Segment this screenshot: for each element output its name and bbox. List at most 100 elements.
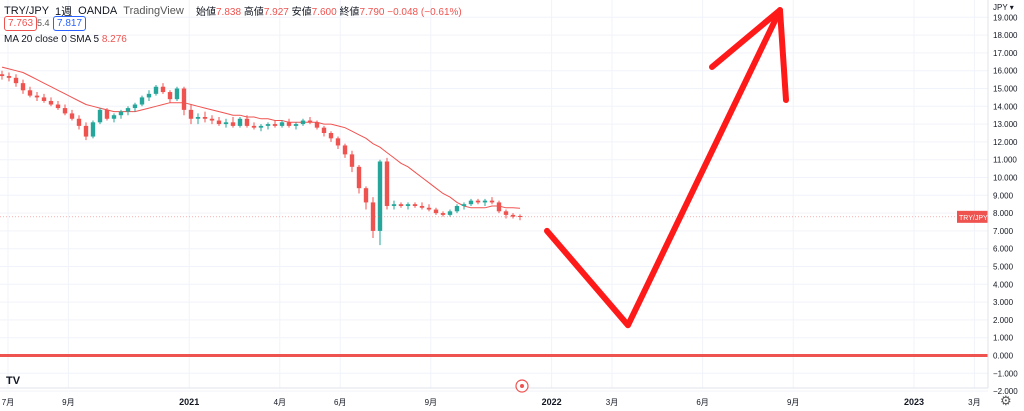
candle-body [34, 95, 40, 98]
candle-body [461, 204, 467, 206]
candle-body [293, 124, 299, 126]
change-value: −0.048 (−0.61%) [387, 7, 462, 18]
candle-body [279, 122, 285, 126]
candle-body [202, 116, 208, 119]
candle-body [482, 200, 488, 203]
indicator-value: 8.276 [101, 34, 127, 45]
interval-label[interactable]: 1週 [55, 6, 73, 18]
y-tick-label: 18.000 [993, 31, 1018, 40]
arrow-path [544, 7, 783, 329]
y-tick-label: 5.000 [993, 263, 1014, 272]
candle-body [153, 86, 159, 94]
indicator-legend[interactable]: MA 20 close 0 SMA 5 8.276 [4, 34, 127, 45]
y-tick-label: −2.000 [993, 387, 1018, 396]
candle-body [314, 122, 320, 128]
candle-body [398, 204, 404, 206]
y-tick-label: −1.000 [993, 369, 1018, 378]
candle-body [146, 93, 152, 98]
y-tick-label: 4.000 [993, 280, 1014, 289]
open-value: 7.838 [216, 7, 242, 18]
x-tick-label: 9月 [425, 398, 437, 407]
indicator-name: MA 20 close 0 SMA 5 [4, 34, 100, 45]
low-value: 7.600 [311, 7, 337, 18]
y-tick-label: 13.000 [993, 120, 1018, 129]
arrow-head-left [709, 7, 783, 70]
candle-body [244, 118, 250, 126]
plot-area [0, 0, 988, 388]
arrow-head-right [777, 7, 789, 103]
candle-body [41, 97, 47, 101]
candle-body [55, 104, 61, 109]
candle-body [160, 86, 166, 93]
replay-icon[interactable] [515, 379, 529, 393]
candle-body [62, 108, 68, 114]
candles-series [0, 70, 523, 246]
candle-body [419, 205, 425, 208]
candle-body [20, 83, 26, 91]
candle-body [132, 104, 138, 109]
candle-body [48, 100, 54, 105]
last-price-symbol: TRY/JPY [959, 215, 988, 222]
candle-body [125, 108, 131, 112]
candle-body [384, 161, 390, 206]
candle-body [503, 211, 509, 215]
price-axis-bg [988, 0, 1024, 411]
candle-body [223, 122, 229, 125]
y-tick-label: 11.000 [993, 156, 1017, 165]
y-tick-label: 15.000 [993, 85, 1018, 94]
candle-body [188, 109, 194, 119]
candle-body [447, 211, 453, 215]
symbol-name[interactable]: TRY/JPY [4, 5, 50, 17]
x-tick-label: 3月 [968, 398, 980, 407]
y-tick-label: 6.000 [993, 245, 1014, 254]
candle-body [363, 188, 369, 203]
candle-body [139, 97, 145, 105]
ohlc-readout: 始値7.838 高値7.927 安値7.600 終値7.790 −0.048 (… [196, 3, 462, 18]
x-tick-label: 2022 [542, 397, 562, 407]
symbol-header: TRY/JPY 1週 OANDA TradingView [4, 3, 184, 19]
candle-body [27, 90, 33, 96]
sell-button[interactable]: 7.763 [4, 16, 38, 31]
candle-body [349, 154, 355, 167]
y-tick-label: 19.000 [993, 13, 1018, 22]
x-tick-label: 7月 [2, 398, 14, 407]
x-tick-label: 9月 [787, 398, 799, 407]
x-tick-label: 2023 [904, 397, 924, 407]
candle-body [97, 109, 103, 123]
candle-body [307, 120, 313, 123]
candle-body [167, 92, 173, 100]
high-value: 7.927 [263, 7, 289, 18]
candle-body [356, 166, 362, 189]
price-axis[interactable]: JPY ▾ −2.000 −1.000 0.000 1.000 2.000 3.000 4.0… [987, 0, 1024, 411]
candle-body [195, 116, 201, 119]
x-tick-label: 6月 [334, 398, 346, 407]
drawn-arrow-annotation[interactable] [544, 7, 789, 329]
candle-body [6, 76, 12, 78]
candle-body [181, 88, 187, 110]
y-tick-label: 16.000 [993, 67, 1018, 76]
candle-body [237, 118, 243, 126]
x-tick-label: 6月 [696, 398, 708, 407]
candle-body [13, 77, 19, 84]
candle-body [468, 200, 474, 205]
candle-body [321, 127, 327, 133]
candle-body [272, 124, 278, 126]
time-axis[interactable]: 7月9月20214月6月9月20223月6月9月20233月6月8月920243… [0, 387, 1024, 407]
candle-body [300, 120, 306, 125]
candle-body [426, 207, 432, 210]
candle-body [496, 202, 502, 212]
y-tick-label: 2.000 [993, 316, 1014, 325]
ma-line [1, 66, 521, 209]
tradingview-logo[interactable]: TV [6, 375, 21, 387]
y-tick-label: 1.000 [993, 334, 1014, 343]
gear-icon[interactable]: ⚙ [1000, 393, 1012, 408]
candle-body [209, 118, 215, 121]
candle-body [405, 204, 411, 206]
buy-button[interactable]: 7.817 [53, 16, 87, 31]
x-tick-label: 4月 [274, 398, 286, 407]
candle-body [258, 125, 264, 128]
x-tick-label: 2021 [179, 397, 199, 407]
candle-body [454, 205, 460, 212]
candle-body [104, 109, 110, 119]
